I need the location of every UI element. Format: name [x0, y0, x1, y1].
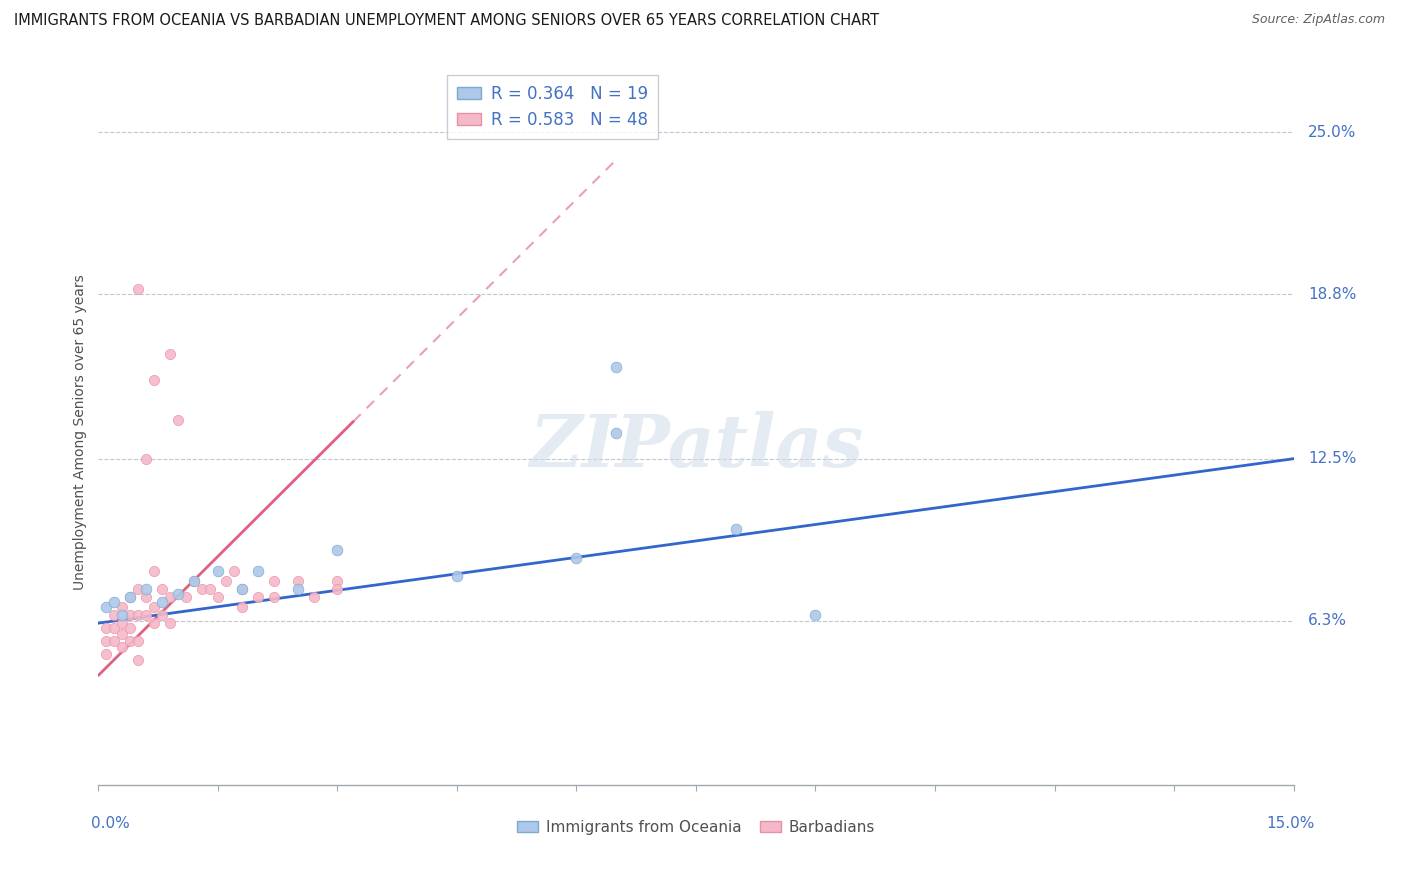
Point [191, 582, 214, 597]
Point [605, 425, 627, 440]
Point [326, 582, 349, 597]
Point [167, 412, 190, 426]
Point [167, 587, 190, 601]
Point [174, 590, 197, 604]
Text: 25.0%: 25.0% [1308, 125, 1357, 140]
Point [135, 608, 157, 623]
Point [287, 582, 309, 597]
Point [103, 608, 125, 623]
Point [198, 582, 221, 597]
Text: 6.3%: 6.3% [1308, 613, 1347, 628]
Point [446, 569, 468, 583]
Point [143, 616, 166, 631]
Point [120, 634, 142, 648]
Point [103, 621, 125, 635]
Point [326, 574, 349, 589]
Point [302, 590, 325, 604]
Point [287, 574, 309, 589]
Point [96, 621, 118, 635]
Point [111, 616, 134, 631]
Point [143, 564, 166, 578]
Point [183, 574, 205, 589]
Point [207, 564, 229, 578]
Point [150, 595, 173, 609]
Text: 12.5%: 12.5% [1308, 451, 1357, 467]
Point [724, 522, 747, 536]
Text: IMMIGRANTS FROM OCEANIA VS BARBADIAN UNEMPLOYMENT AMONG SENIORS OVER 65 YEARS CO: IMMIGRANTS FROM OCEANIA VS BARBADIAN UNE… [14, 13, 879, 29]
Point [263, 574, 285, 589]
Point [127, 582, 149, 597]
Point [183, 574, 205, 589]
Point [120, 621, 142, 635]
Point [96, 648, 118, 662]
Point [135, 582, 157, 597]
Point [222, 564, 245, 578]
Point [111, 626, 134, 640]
Point [120, 590, 142, 604]
Point [215, 574, 238, 589]
Point [127, 653, 149, 667]
Point [127, 282, 149, 296]
Point [103, 595, 125, 609]
Point [120, 590, 142, 604]
Point [326, 543, 349, 558]
Point [127, 608, 149, 623]
Point [143, 373, 166, 387]
Point [96, 600, 118, 615]
Point [605, 360, 627, 375]
Point [96, 634, 118, 648]
Point [246, 564, 269, 578]
Point [246, 590, 269, 604]
Y-axis label: Unemployment Among Seniors over 65 years: Unemployment Among Seniors over 65 years [73, 275, 87, 591]
Text: 0.0%: 0.0% [91, 816, 131, 831]
Point [135, 590, 157, 604]
Point [111, 640, 134, 654]
Text: Source: ZipAtlas.com: Source: ZipAtlas.com [1251, 13, 1385, 27]
Point [231, 582, 253, 597]
Point [159, 616, 181, 631]
Point [120, 608, 142, 623]
Point [565, 550, 588, 565]
Point [111, 600, 134, 615]
Point [150, 608, 173, 623]
Text: 18.8%: 18.8% [1308, 287, 1357, 301]
Text: ZIPatlas: ZIPatlas [529, 411, 863, 483]
Point [804, 608, 827, 623]
Point [231, 582, 253, 597]
Point [231, 600, 253, 615]
Legend: Immigrants from Oceania, Barbadians: Immigrants from Oceania, Barbadians [510, 814, 882, 841]
Point [127, 634, 149, 648]
Point [135, 451, 157, 466]
Point [207, 590, 229, 604]
Point [263, 590, 285, 604]
Point [103, 634, 125, 648]
Point [150, 582, 173, 597]
Point [111, 608, 134, 623]
Point [143, 600, 166, 615]
Point [159, 590, 181, 604]
Text: 15.0%: 15.0% [1267, 816, 1315, 831]
Point [159, 347, 181, 361]
